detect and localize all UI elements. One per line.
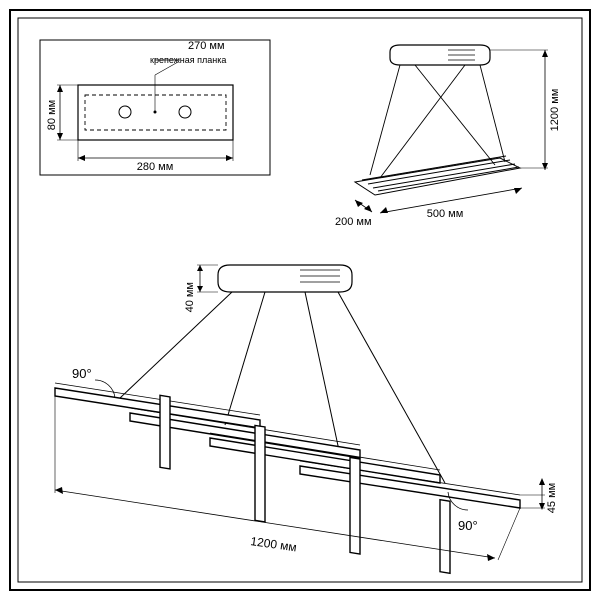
bracket-label: крепежная планка [150,55,226,65]
technical-drawing: 270 мм крепежная планка 80 мм 280 мм [0,0,600,600]
dim-canopy-height: 40 мм [184,282,196,312]
dim-plate-width: 280 мм [137,161,174,173]
dim-depth: 200 мм [335,216,372,228]
dim-overall-height: 1200 мм [549,89,561,132]
angle-left: 90° [72,366,92,381]
dim-bar-height: 45 мм [546,483,558,513]
angle-right: 90° [458,518,478,533]
dim-width-small: 500 мм [427,208,464,220]
dim-inner-width: 270 мм [188,40,225,52]
dim-plate-height: 80 мм [46,100,58,130]
